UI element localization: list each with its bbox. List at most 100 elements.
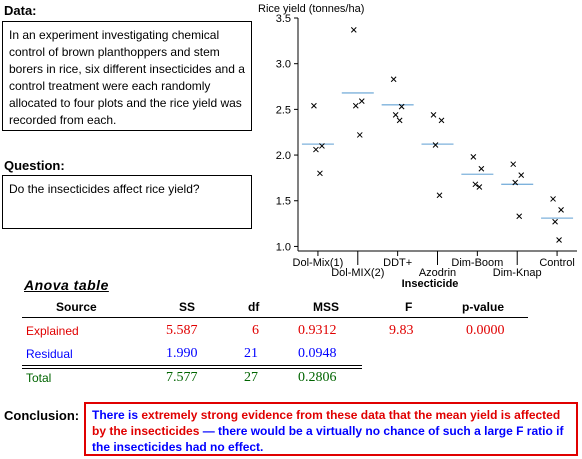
data-point: [430, 112, 437, 118]
data-point-stroke: [510, 161, 517, 168]
data-point-stroke: [476, 184, 483, 190]
data-point-stroke: [512, 179, 519, 186]
data-point: [356, 132, 363, 138]
data-point-stroke: [478, 165, 485, 172]
data-point: [476, 184, 483, 190]
chart-axes: [297, 18, 577, 252]
data-point: [478, 165, 485, 172]
data-point: [396, 117, 403, 124]
data-point-stroke: [438, 117, 445, 124]
y-tick-label: 1.5: [276, 196, 291, 208]
x-tick-label: Control: [539, 257, 574, 269]
data-point: [518, 172, 525, 179]
row-label-explained: Explained: [26, 324, 79, 338]
conclusion-heading: Conclusion:: [4, 408, 80, 423]
data-point-stroke: [358, 98, 365, 105]
data-point-stroke: [430, 112, 437, 118]
question-box: Do the insecticides affect rice yield?: [2, 175, 252, 229]
conclusion-text-reason: — there would be a virtually no chance o…: [92, 424, 564, 454]
data-point: [552, 218, 558, 225]
data-point: [558, 207, 564, 213]
data-point: [470, 154, 477, 160]
data-point-stroke: [398, 103, 405, 110]
data-description-box: In an experiment investigating chemical …: [2, 21, 252, 131]
data-point-stroke: [558, 207, 564, 213]
data-point-stroke: [516, 213, 523, 220]
explained-f: 9.83: [389, 323, 414, 338]
y-tick-label: 3.5: [276, 13, 291, 25]
x-axis-label: Insecticide: [402, 278, 459, 290]
explained-df: 6: [252, 323, 259, 338]
conclusion-text-lead: There is: [92, 408, 142, 422]
explained-mss: 0.9312: [298, 323, 337, 338]
data-point: [392, 112, 399, 118]
data-point: [358, 98, 365, 105]
data-point: [313, 146, 319, 153]
explained-ss: 5.587: [166, 323, 198, 338]
data-point-stroke: [313, 146, 319, 153]
data-points: [311, 27, 564, 243]
data-point: [550, 196, 556, 202]
total-df: 27: [244, 370, 258, 385]
data-point: [512, 179, 519, 186]
data-point: [398, 103, 405, 110]
data-point: [510, 161, 517, 168]
row-label-residual: Residual: [26, 347, 73, 361]
data-point: [432, 142, 439, 148]
y-tick-label: 3.0: [276, 59, 291, 71]
mean-lines: [301, 92, 574, 219]
y-axis-label: Rice yield (tonnes/ha): [258, 3, 364, 15]
data-point-stroke: [552, 218, 558, 225]
data-point: [350, 27, 357, 33]
data-point: [390, 76, 397, 83]
col-header-p: p-value: [462, 300, 505, 314]
conclusion-text-evidence: extremely strong evidence from these dat…: [92, 408, 561, 438]
col-header-source: Source: [56, 300, 97, 314]
header-divider: [22, 317, 528, 318]
rice-yield-dot-plot: 1.01.52.02.53.03.5 Dol-Mix(1)Dol-MIX(2)D…: [258, 3, 577, 290]
data-description-text: In an experiment investigating chemical …: [9, 28, 245, 127]
col-header-df: df: [248, 300, 260, 314]
data-heading: Data:: [4, 3, 37, 18]
data-point-stroke: [436, 192, 443, 199]
y-tick-label: 2.5: [276, 104, 291, 116]
data-point: [352, 102, 359, 109]
x-tick-label: Dol-Mix(1): [293, 257, 344, 269]
y-ticks: 1.0 1.5 2.0 2.5 3.0 3.5: [276, 13, 298, 253]
total-ss: 7.577: [166, 370, 198, 385]
data-point: [438, 117, 445, 124]
x-tick-label: Dim-Boom: [451, 257, 503, 269]
total-divider: [22, 365, 362, 369]
x-tick-label: Azodrin: [419, 267, 456, 279]
col-header-f: F: [405, 300, 413, 314]
residual-ss: 1.990: [166, 346, 198, 361]
row-label-total: Total: [26, 371, 52, 385]
conclusion-box: There is extremely strong evidence from …: [84, 402, 578, 456]
data-point-stroke: [470, 154, 477, 160]
data-point-stroke: [396, 117, 403, 124]
data-point-stroke: [390, 76, 397, 83]
data-point: [516, 213, 523, 220]
col-header-ss: SS: [179, 300, 196, 314]
data-point: [319, 143, 325, 149]
data-point-stroke: [432, 142, 439, 148]
data-point-stroke: [350, 27, 357, 33]
data-point-stroke: [472, 181, 479, 188]
data-point-stroke: [352, 102, 359, 109]
x-tick-label: Dol-MIX(2): [331, 267, 384, 279]
data-point: [556, 237, 562, 243]
explained-p-value: 0.0000: [466, 323, 505, 338]
anova-title: Anova table: [24, 277, 109, 293]
residual-mss: 0.0948: [298, 346, 337, 361]
col-header-mss: MSS: [313, 300, 340, 314]
x-tick-label: DDT+: [383, 257, 412, 269]
data-point-stroke: [550, 196, 556, 202]
data-point-stroke: [518, 172, 525, 179]
x-ticks: Dol-Mix(1)Dol-MIX(2)DDT+ AzodrinDim-BoomD…: [293, 251, 575, 279]
data-point-stroke: [317, 170, 323, 177]
total-mss: 0.2806: [298, 370, 337, 385]
data-point: [436, 192, 443, 199]
data-point: [311, 102, 317, 109]
data-point-stroke: [311, 102, 317, 109]
y-tick-label: 1.0: [276, 241, 291, 253]
